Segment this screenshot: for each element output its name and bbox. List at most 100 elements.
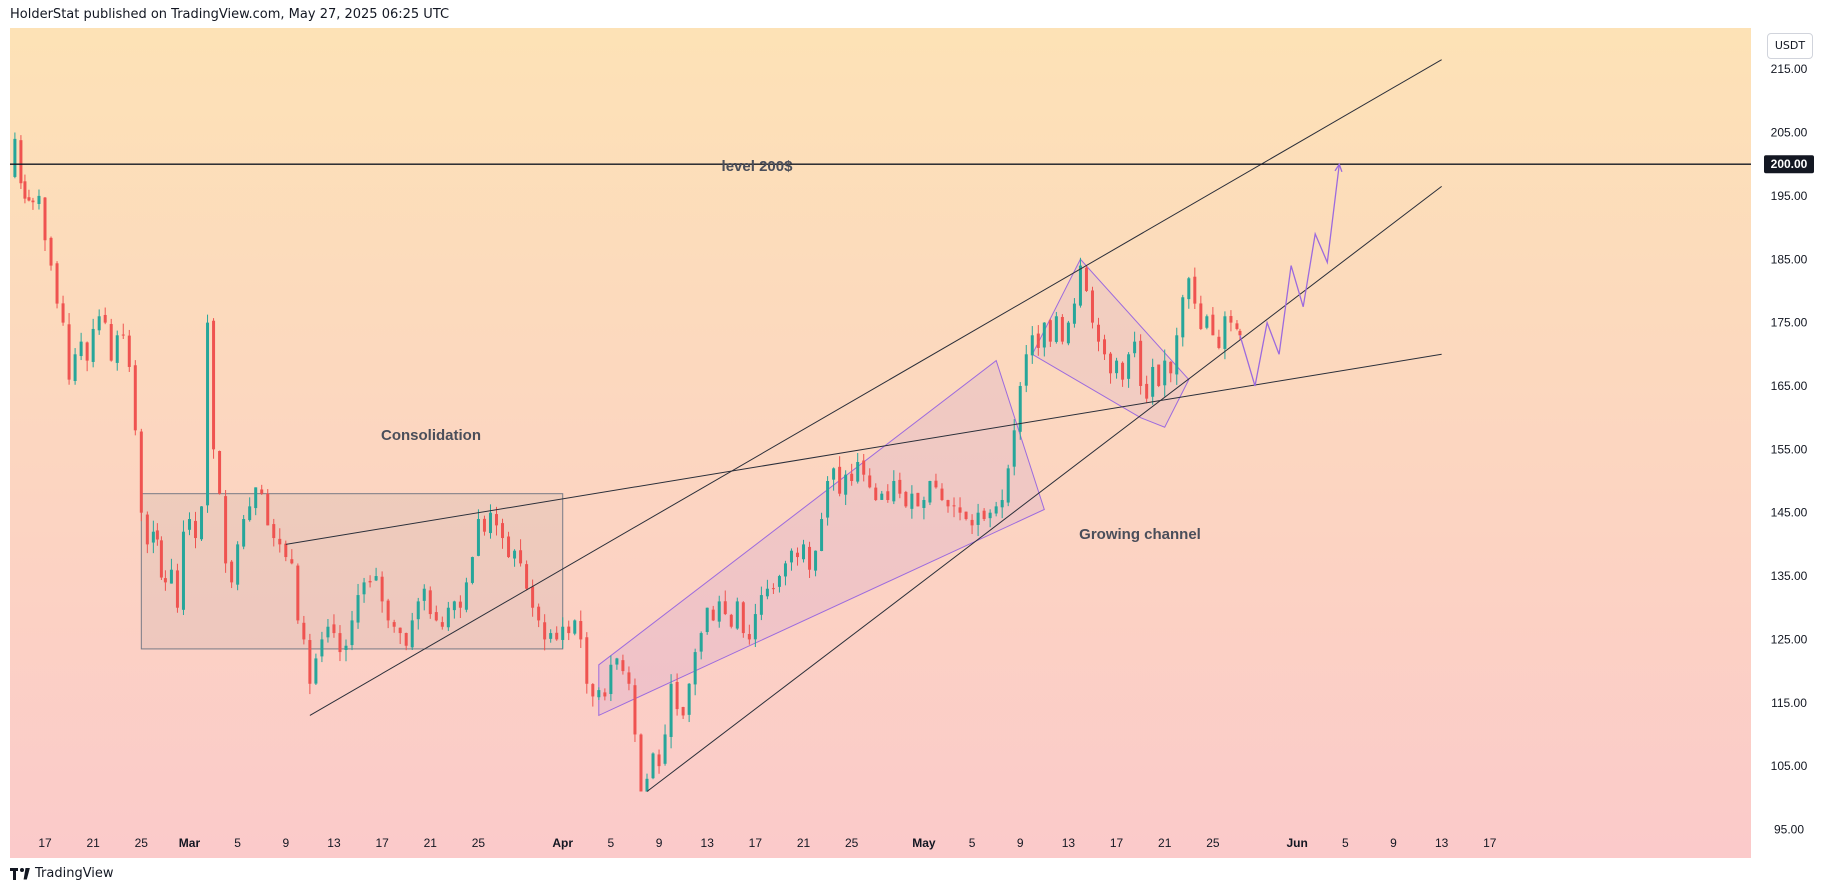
candle[interactable] bbox=[386, 598, 390, 629]
candle[interactable] bbox=[1072, 298, 1076, 328]
candle[interactable] bbox=[603, 688, 607, 701]
candle[interactable] bbox=[814, 550, 818, 577]
candle[interactable] bbox=[302, 615, 306, 645]
candle[interactable] bbox=[356, 583, 360, 629]
candle[interactable] bbox=[633, 678, 637, 742]
candle[interactable] bbox=[1084, 265, 1088, 293]
candle[interactable] bbox=[856, 452, 860, 484]
candle[interactable] bbox=[187, 512, 191, 536]
candle[interactable] bbox=[1060, 314, 1064, 345]
candle[interactable] bbox=[880, 490, 884, 500]
candle[interactable] bbox=[1139, 334, 1143, 395]
candle[interactable] bbox=[1018, 382, 1022, 440]
candle[interactable] bbox=[916, 492, 920, 507]
candle[interactable] bbox=[1205, 314, 1209, 330]
candle[interactable] bbox=[452, 600, 456, 619]
candle[interactable] bbox=[422, 584, 426, 611]
candle[interactable] bbox=[332, 614, 336, 638]
candle[interactable] bbox=[669, 674, 673, 749]
candle[interactable] bbox=[543, 614, 547, 651]
candle[interactable] bbox=[175, 563, 179, 613]
candle[interactable] bbox=[470, 556, 474, 585]
candle[interactable] bbox=[194, 511, 197, 549]
candle[interactable] bbox=[892, 470, 896, 505]
candle[interactable] bbox=[1199, 295, 1203, 331]
candle[interactable] bbox=[55, 261, 59, 309]
candle[interactable] bbox=[404, 632, 408, 651]
trend-line[interactable] bbox=[285, 353, 1442, 545]
candle[interactable] bbox=[1006, 464, 1010, 507]
candle[interactable] bbox=[1169, 361, 1173, 383]
candle[interactable] bbox=[1024, 345, 1028, 393]
candle[interactable] bbox=[886, 484, 890, 503]
candle[interactable] bbox=[200, 506, 204, 541]
candle[interactable] bbox=[1238, 328, 1242, 340]
candle[interactable] bbox=[976, 503, 980, 536]
candle[interactable] bbox=[741, 601, 745, 638]
candle[interactable] bbox=[591, 683, 595, 707]
candle[interactable] bbox=[597, 687, 601, 701]
candle[interactable] bbox=[464, 577, 468, 613]
candle[interactable] bbox=[338, 625, 342, 662]
candle[interactable] bbox=[236, 541, 240, 591]
candle[interactable] bbox=[1163, 349, 1167, 397]
candle[interactable] bbox=[808, 541, 812, 578]
candle[interactable] bbox=[519, 539, 523, 567]
candle[interactable] bbox=[242, 514, 246, 550]
candle[interactable] bbox=[133, 360, 137, 436]
candle[interactable] bbox=[699, 631, 703, 660]
candle[interactable] bbox=[212, 318, 216, 459]
candle[interactable] bbox=[416, 597, 420, 630]
candle[interactable] bbox=[537, 603, 541, 628]
candle[interactable] bbox=[73, 348, 77, 385]
candle[interactable] bbox=[278, 528, 282, 553]
candle[interactable] bbox=[121, 323, 125, 339]
candle[interactable] bbox=[1036, 325, 1040, 356]
candle[interactable] bbox=[759, 586, 763, 621]
candle[interactable] bbox=[1115, 357, 1119, 379]
candle[interactable] bbox=[609, 655, 613, 702]
candle[interactable] bbox=[103, 307, 107, 325]
candle[interactable] bbox=[820, 512, 824, 552]
candle[interactable] bbox=[783, 560, 787, 586]
candle[interactable] bbox=[507, 531, 511, 559]
candle[interactable] bbox=[844, 470, 848, 506]
candle[interactable] bbox=[374, 567, 378, 582]
candle[interactable] bbox=[1054, 311, 1058, 344]
candle[interactable] bbox=[826, 476, 830, 526]
candle[interactable] bbox=[1133, 331, 1137, 358]
candle[interactable] bbox=[1145, 375, 1149, 404]
candle[interactable] bbox=[314, 653, 318, 685]
candle[interactable] bbox=[159, 536, 163, 581]
candle[interactable] bbox=[1181, 294, 1185, 347]
candle[interactable] bbox=[627, 666, 631, 691]
candle[interactable] bbox=[127, 329, 131, 372]
candle[interactable] bbox=[344, 639, 348, 662]
candle[interactable] bbox=[428, 586, 432, 619]
candle[interactable] bbox=[260, 484, 264, 495]
candle[interactable] bbox=[290, 549, 294, 565]
candle[interactable] bbox=[573, 619, 577, 636]
candle[interactable] bbox=[495, 506, 498, 536]
candle[interactable] bbox=[380, 571, 384, 613]
candle[interactable] bbox=[115, 330, 119, 371]
candle[interactable] bbox=[308, 633, 312, 695]
candle[interactable] bbox=[717, 595, 721, 628]
candle[interactable] bbox=[675, 673, 679, 716]
candle[interactable] bbox=[531, 579, 535, 617]
candle[interactable] bbox=[1048, 318, 1052, 347]
candle[interactable] bbox=[145, 511, 149, 554]
candle[interactable] bbox=[97, 309, 101, 335]
candle[interactable] bbox=[272, 518, 276, 547]
candle[interactable] bbox=[922, 496, 926, 520]
candle[interactable] bbox=[904, 490, 908, 508]
candle[interactable] bbox=[958, 497, 962, 521]
tradingview-logo[interactable]: TradingView bbox=[10, 866, 114, 881]
candle[interactable] bbox=[109, 318, 113, 362]
candle[interactable] bbox=[771, 583, 775, 594]
candle[interactable] bbox=[37, 189, 41, 210]
candle[interactable] bbox=[218, 450, 222, 495]
candle[interactable] bbox=[639, 733, 643, 792]
candle[interactable] bbox=[266, 489, 270, 526]
candle[interactable] bbox=[1097, 317, 1100, 352]
